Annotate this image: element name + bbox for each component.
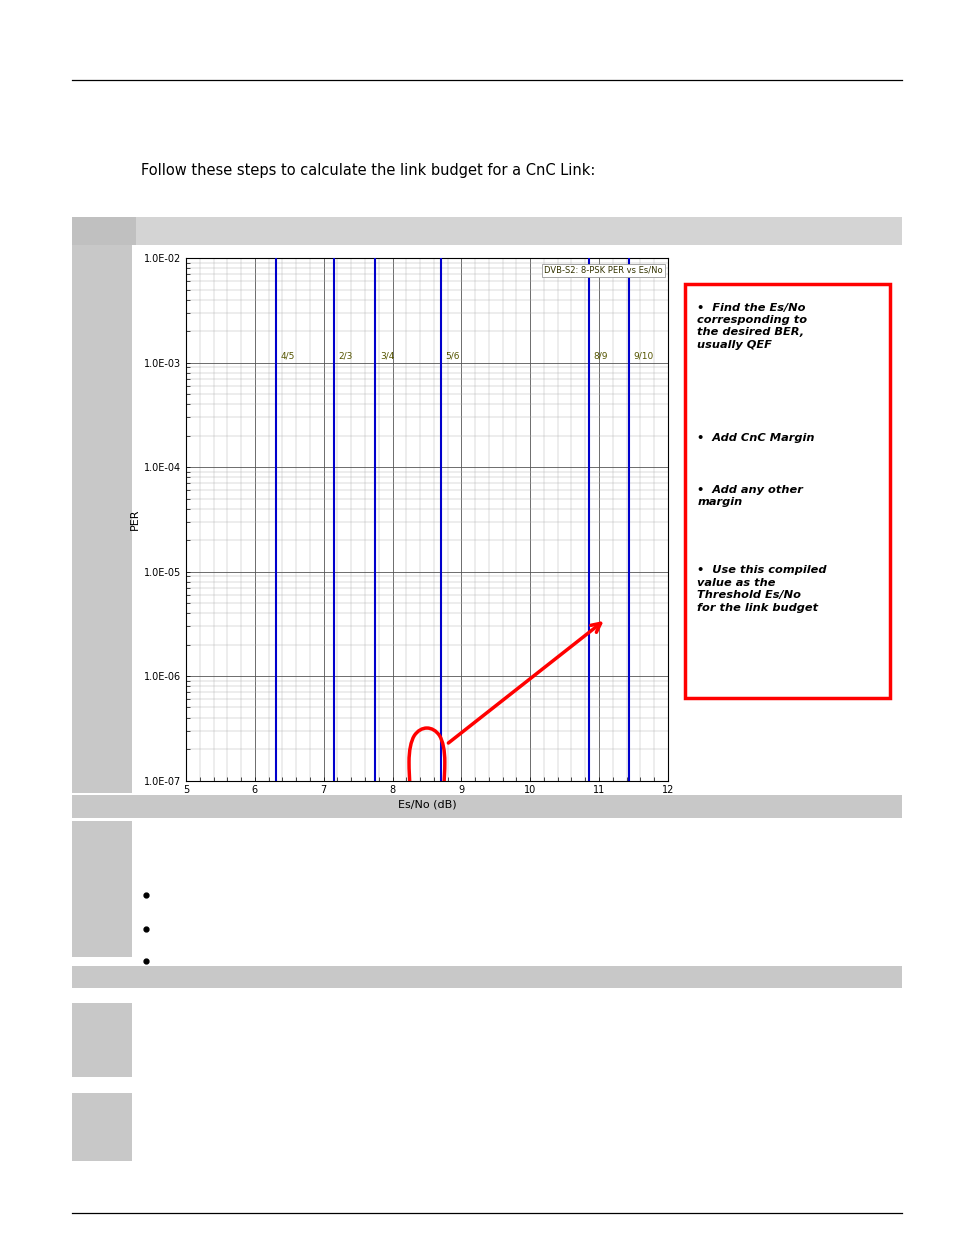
X-axis label: Es/No (dB): Es/No (dB)	[397, 799, 456, 810]
Text: 5/6: 5/6	[445, 352, 459, 361]
Bar	[71, 1003, 132, 1077]
Bar	[71, 217, 901, 245]
Text: •  Add CnC Margin: • Add CnC Margin	[697, 433, 814, 443]
Bar	[136, 217, 901, 245]
Text: 8/9: 8/9	[593, 352, 607, 361]
Text: 4/5: 4/5	[280, 352, 294, 361]
Bar	[71, 245, 132, 793]
Text: •  Add any other
margin: • Add any other margin	[697, 484, 802, 508]
Bar	[71, 1093, 132, 1161]
Text: •  Use this compiled
value as the
Threshold Es/No
for the link budget: • Use this compiled value as the Thresho…	[697, 566, 826, 613]
Y-axis label: PER: PER	[130, 509, 139, 530]
Bar	[71, 795, 901, 818]
Text: •  Find the Es/No
corresponding to
the desired BER,
usually QEF: • Find the Es/No corresponding to the de…	[697, 303, 806, 350]
Text: 2/3: 2/3	[338, 352, 353, 361]
Text: Follow these steps to calculate the link budget for a CnC Link:: Follow these steps to calculate the link…	[141, 163, 595, 178]
Text: 9/10: 9/10	[633, 352, 653, 361]
Text: 3/4: 3/4	[379, 352, 395, 361]
Text: DVB-S2: 8-PSK PER vs Es/No: DVB-S2: 8-PSK PER vs Es/No	[544, 266, 662, 275]
Bar	[684, 284, 889, 698]
Bar	[71, 966, 901, 988]
Bar	[71, 821, 132, 957]
